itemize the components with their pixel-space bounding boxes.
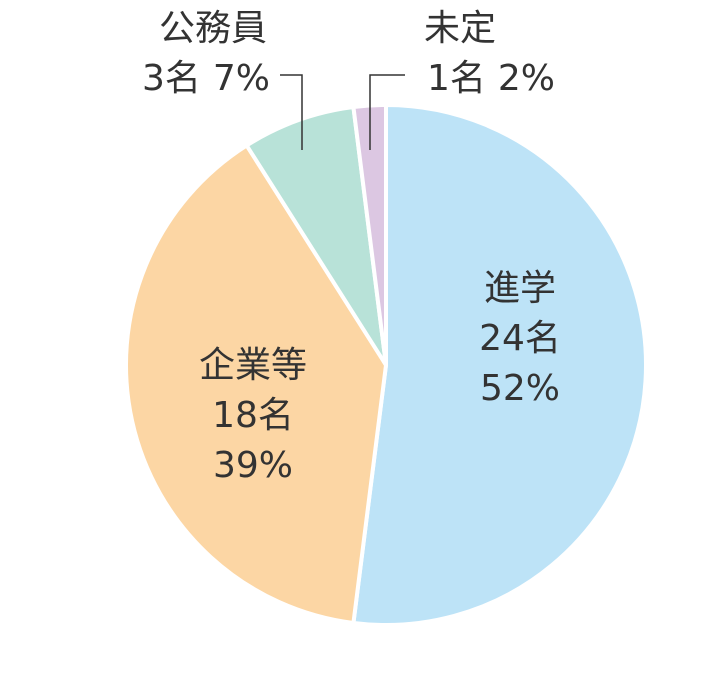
- value-label: 7%: [213, 58, 270, 99]
- slice-detail: 1名 2%: [427, 58, 555, 99]
- value-label: 2%: [498, 58, 555, 99]
- slice-label: 未定: [424, 8, 496, 49]
- slice-label: 企業等: [199, 345, 307, 386]
- leader-line: [280, 74, 303, 150]
- slice-label: 公務員: [159, 8, 267, 49]
- pie-slice: [244, 105, 388, 367]
- count-label: 18名: [212, 395, 294, 436]
- leader-line: [369, 74, 405, 150]
- pie-slice: [351, 103, 648, 627]
- slice-detail: 3名 7%: [142, 58, 270, 99]
- value-label: 39%: [213, 445, 293, 486]
- value-label: 52%: [480, 368, 560, 409]
- count-label: 3名: [142, 58, 201, 99]
- count-label: 24名: [479, 318, 561, 359]
- count-label: 1名: [427, 58, 486, 99]
- labels: 進学 24名 52% 企業等 18名 39% 公務員 3名 7% 未定 1名 2%: [142, 8, 561, 486]
- pie: [124, 103, 648, 627]
- slice-label: 進学: [484, 268, 556, 309]
